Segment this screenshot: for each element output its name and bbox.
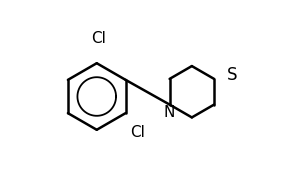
Text: Cl: Cl — [91, 31, 106, 46]
Text: S: S — [227, 66, 237, 84]
Text: Cl: Cl — [130, 125, 145, 140]
Text: N: N — [164, 105, 175, 120]
